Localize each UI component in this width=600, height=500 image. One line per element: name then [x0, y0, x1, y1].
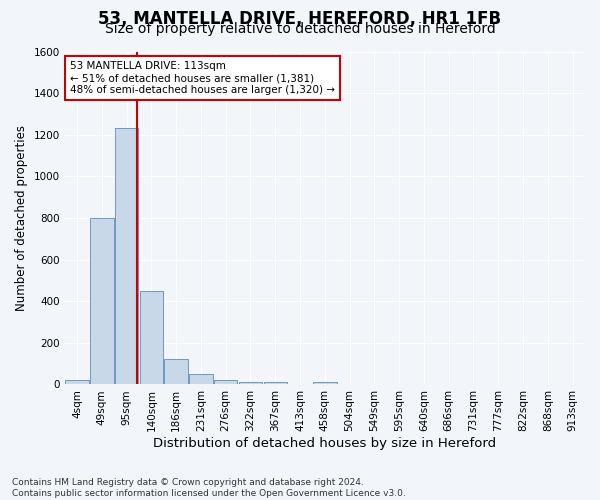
Bar [189, 374, 213, 384]
Bar [115, 128, 139, 384]
Text: Contains HM Land Registry data © Crown copyright and database right 2024.
Contai: Contains HM Land Registry data © Crown c… [12, 478, 406, 498]
Text: 53 MANTELLA DRIVE: 113sqm
← 51% of detached houses are smaller (1,381)
48% of se: 53 MANTELLA DRIVE: 113sqm ← 51% of detac… [70, 62, 335, 94]
Bar [313, 382, 337, 384]
X-axis label: Distribution of detached houses by size in Hereford: Distribution of detached houses by size … [153, 437, 496, 450]
Text: 53, MANTELLA DRIVE, HEREFORD, HR1 1FB: 53, MANTELLA DRIVE, HEREFORD, HR1 1FB [98, 10, 502, 28]
Y-axis label: Number of detached properties: Number of detached properties [15, 125, 28, 311]
Bar [90, 218, 113, 384]
Text: Size of property relative to detached houses in Hereford: Size of property relative to detached ho… [104, 22, 496, 36]
Bar [263, 382, 287, 384]
Bar [164, 360, 188, 384]
Bar [214, 380, 238, 384]
Bar [65, 380, 89, 384]
Bar [140, 291, 163, 384]
Bar [239, 382, 262, 384]
